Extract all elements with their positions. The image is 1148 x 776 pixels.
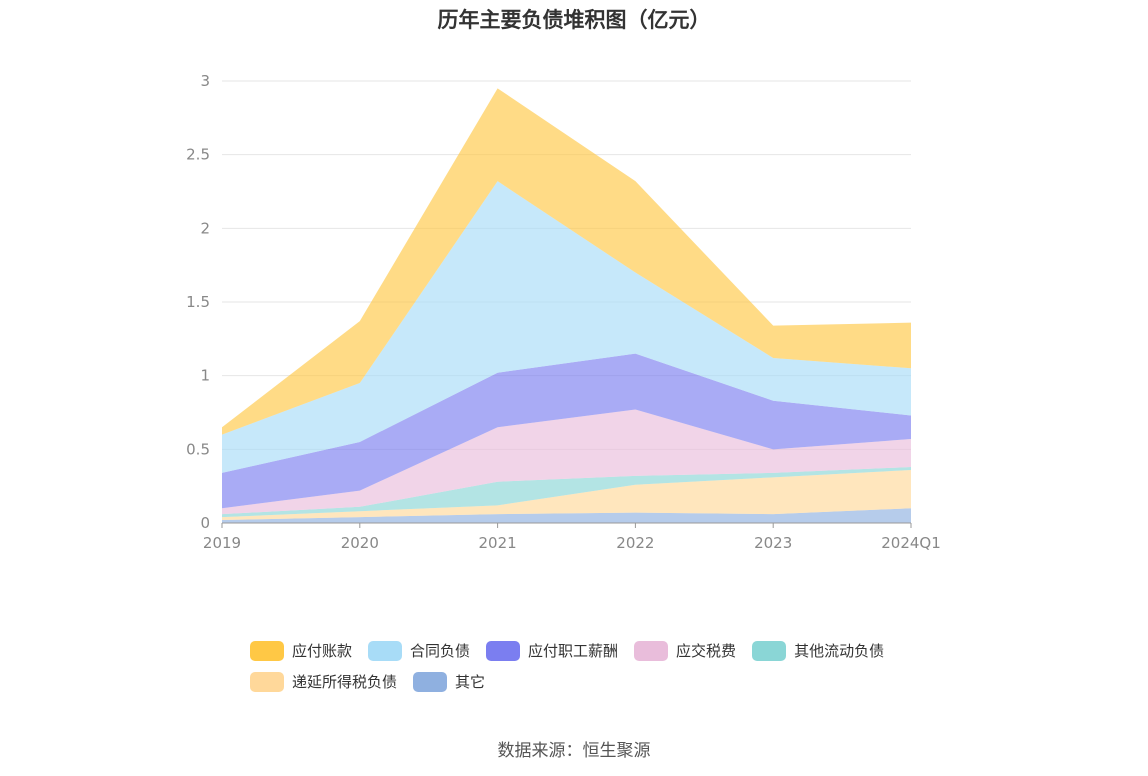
legend: 应付账款 合同负债 应付职工薪酬 应交税费 其他流动负债 递延所得税负债 其它 [250,640,930,702]
stacked-area-chart: 0 0.5 1 1.5 2 2.5 3 2019 2020 2021 2022 2023 2024Q1 [186,72,941,552]
x-tick-label: 2020 [341,534,379,552]
area-series-2 [222,467,911,518]
legend-item-deferred-tax-liabilities[interactable]: 递延所得税负债 [250,671,397,692]
area-series-3 [222,409,911,515]
legend-item-accounts-payable[interactable]: 应付账款 [250,640,352,661]
legend-label: 合同负债 [410,642,471,660]
legend-item-others[interactable]: 其它 [413,671,485,692]
legend-item-other-current-liabilities[interactable]: 其他流动负债 [752,640,884,661]
x-tick-label: 2022 [616,534,654,552]
legend-item-employee-payables[interactable]: 应付职工薪酬 [486,640,618,661]
legend-label: 其它 [455,673,486,691]
legend-item-contract-liabilities[interactable]: 合同负债 [368,640,470,661]
x-tick-label: 2024Q1 [881,534,941,552]
legend-label: 应交税费 [676,642,737,660]
legend-swatch [634,640,669,661]
x-tick-label: 2019 [203,534,241,552]
legend-swatch [413,671,448,692]
y-tick-label: 1.5 [186,293,210,311]
area-series-4 [222,353,911,509]
data-source: 数据来源：恒生聚源 [497,741,651,761]
x-tick-label: 2021 [479,534,517,552]
y-tick-label: 0.5 [186,440,210,458]
area-series-1 [222,469,911,521]
legend-row-2: 递延所得税负债 其它 [250,671,930,692]
chart-title: 历年主要负债堆积图（亿元） [437,8,711,32]
legend-label: 其他流动负债 [794,642,885,660]
legend-label: 应付职工薪酬 [528,642,619,660]
y-tick-label: 1 [200,367,210,385]
area-series-6 [222,88,911,435]
x-tick-label: 2023 [754,534,792,552]
legend-item-taxes-payable[interactable]: 应交税费 [634,640,736,661]
legend-swatch [250,671,284,692]
legend-row-1: 应付账款 合同负债 应付职工薪酬 应交税费 其他流动负债 [250,640,930,661]
y-tick-label: 2.5 [186,146,210,164]
legend-label: 递延所得税负债 [292,673,398,691]
legend-swatch [486,640,521,661]
y-tick-label: 0 [200,514,210,532]
area-series-0 [222,508,911,523]
y-tick-label: 3 [200,72,210,90]
legend-swatch [752,640,787,661]
area-series-5 [222,181,911,473]
y-tick-label: 2 [200,219,210,237]
legend-label: 应付账款 [292,642,353,660]
legend-swatch [368,640,403,661]
legend-swatch [250,640,284,661]
